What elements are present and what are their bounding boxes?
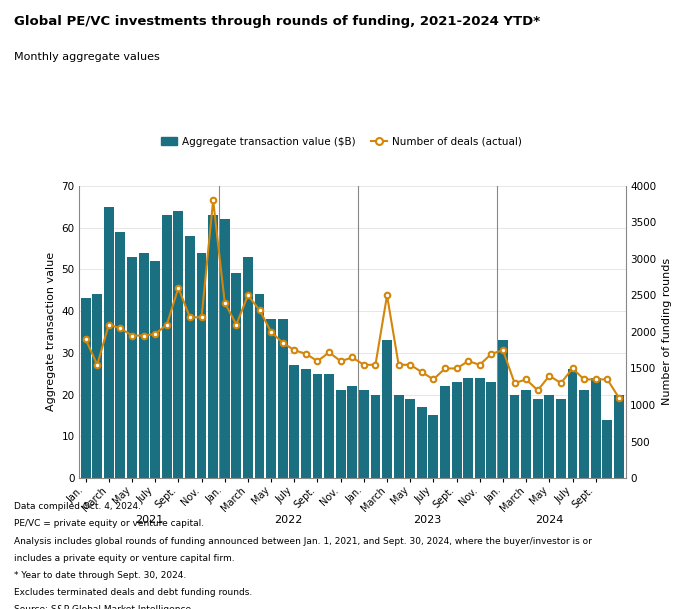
- Bar: [382, 340, 392, 478]
- Bar: [266, 319, 276, 478]
- Bar: [614, 395, 624, 478]
- Bar: [463, 378, 473, 478]
- Bar: [521, 390, 531, 478]
- Bar: [278, 319, 288, 478]
- Bar: [510, 395, 519, 478]
- Bar: [579, 390, 589, 478]
- Bar: [591, 378, 601, 478]
- Text: Excludes terminated deals and debt funding rounds.: Excludes terminated deals and debt fundi…: [14, 588, 252, 597]
- Bar: [440, 386, 450, 478]
- Legend: Aggregate transaction value ($B), Number of deals (actual): Aggregate transaction value ($B), Number…: [157, 133, 526, 151]
- Bar: [104, 206, 114, 478]
- Bar: [603, 420, 612, 478]
- Bar: [92, 294, 102, 478]
- Bar: [498, 340, 508, 478]
- Text: Global PE/VC investments through rounds of funding, 2021-2024 YTD*: Global PE/VC investments through rounds …: [14, 15, 540, 28]
- Bar: [162, 215, 172, 478]
- Y-axis label: Number of funding rounds: Number of funding rounds: [662, 258, 672, 406]
- Bar: [556, 399, 566, 478]
- Y-axis label: Aggregate transaction value: Aggregate transaction value: [46, 252, 56, 412]
- Text: Monthly aggregate values: Monthly aggregate values: [14, 52, 159, 62]
- Bar: [544, 395, 554, 478]
- Bar: [428, 415, 438, 478]
- Bar: [336, 390, 345, 478]
- Bar: [185, 236, 195, 478]
- Text: Data compiled Oct. 4, 2024.: Data compiled Oct. 4, 2024.: [14, 502, 141, 512]
- Bar: [254, 294, 265, 478]
- Bar: [417, 407, 427, 478]
- Bar: [127, 257, 137, 478]
- Text: 2024: 2024: [535, 515, 564, 524]
- Text: PE/VC = private equity or venture capital.: PE/VC = private equity or venture capita…: [14, 519, 204, 529]
- Text: Source: S&P Global Market Intelligence.: Source: S&P Global Market Intelligence.: [14, 605, 194, 609]
- Bar: [359, 390, 369, 478]
- Bar: [150, 261, 160, 478]
- Text: * Year to date through Sept. 30, 2024.: * Year to date through Sept. 30, 2024.: [14, 571, 186, 580]
- Bar: [451, 382, 462, 478]
- Bar: [313, 374, 322, 478]
- Bar: [324, 374, 334, 478]
- Bar: [81, 298, 90, 478]
- Text: 2021: 2021: [135, 515, 163, 524]
- Text: 2022: 2022: [274, 515, 303, 524]
- Bar: [289, 365, 299, 478]
- Bar: [174, 211, 183, 478]
- Bar: [196, 253, 207, 478]
- Bar: [208, 215, 218, 478]
- Bar: [301, 370, 311, 478]
- Bar: [116, 231, 125, 478]
- Text: includes a private equity or venture capital firm.: includes a private equity or venture cap…: [14, 554, 235, 563]
- Bar: [568, 370, 577, 478]
- Bar: [394, 395, 404, 478]
- Bar: [486, 382, 497, 478]
- Bar: [475, 378, 485, 478]
- Bar: [533, 399, 542, 478]
- Text: 2023: 2023: [414, 515, 442, 524]
- Bar: [406, 399, 415, 478]
- Bar: [243, 257, 253, 478]
- Bar: [220, 219, 230, 478]
- Bar: [347, 386, 357, 478]
- Bar: [231, 273, 241, 478]
- Bar: [139, 253, 148, 478]
- Bar: [371, 395, 380, 478]
- Text: Analysis includes global rounds of funding announced between Jan. 1, 2021, and S: Analysis includes global rounds of fundi…: [14, 537, 592, 546]
